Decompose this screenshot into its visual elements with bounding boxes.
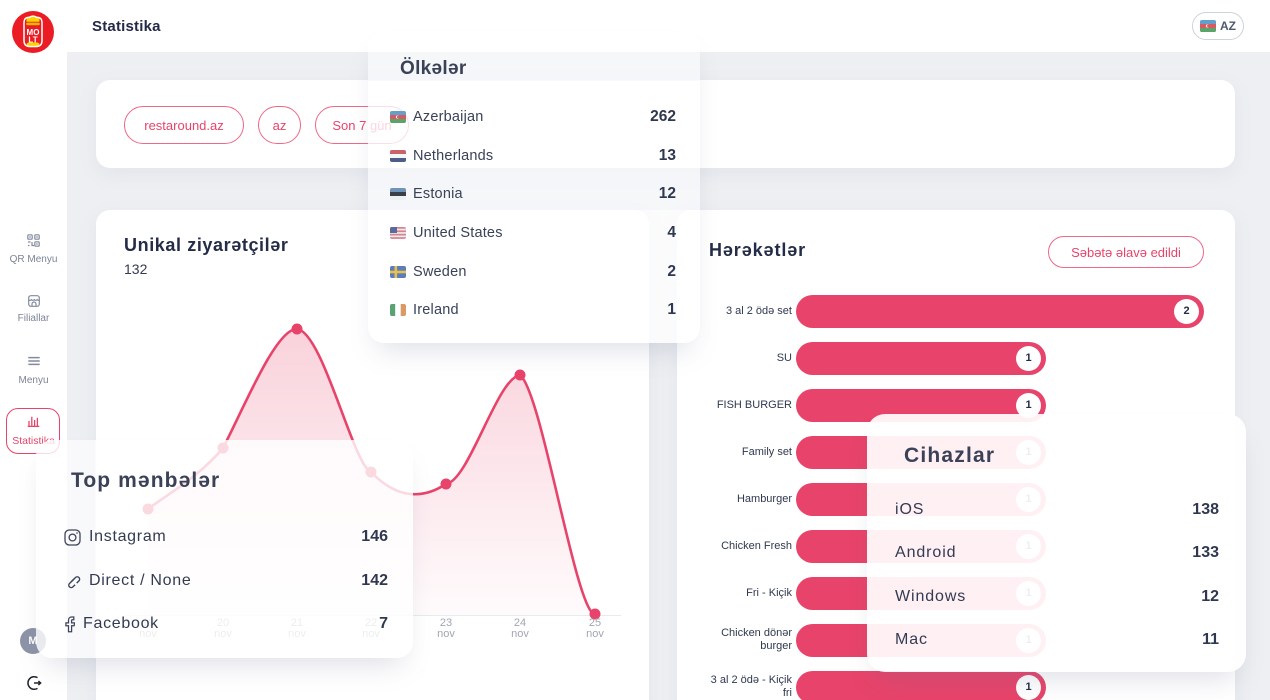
svg-text:MO: MO: [27, 28, 40, 37]
svg-text:LT: LT: [28, 35, 37, 44]
